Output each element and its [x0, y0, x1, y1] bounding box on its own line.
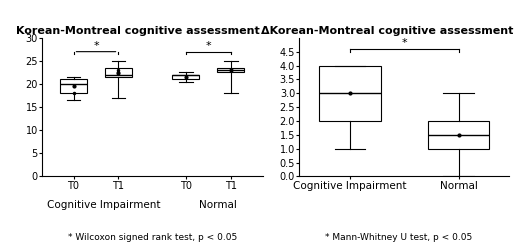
PathPatch shape	[173, 75, 200, 79]
Text: Normal: Normal	[200, 200, 237, 210]
Text: *: *	[206, 41, 211, 51]
Text: * Mann-Whitney U test, p < 0.05: * Mann-Whitney U test, p < 0.05	[326, 233, 472, 242]
Text: Korean-Montreal cognitive assessment: Korean-Montreal cognitive assessment	[16, 26, 259, 36]
PathPatch shape	[60, 79, 87, 93]
Text: ΔKorean-Montreal cognitive assessment: ΔKorean-Montreal cognitive assessment	[261, 26, 514, 36]
Text: * Wilcoxon signed rank test, p < 0.05: * Wilcoxon signed rank test, p < 0.05	[68, 233, 237, 242]
Text: *: *	[402, 38, 407, 47]
PathPatch shape	[217, 68, 245, 73]
Text: Cognitive Impairment: Cognitive Impairment	[47, 200, 161, 210]
PathPatch shape	[428, 121, 489, 149]
PathPatch shape	[105, 68, 132, 77]
PathPatch shape	[319, 66, 381, 121]
Text: *: *	[93, 41, 99, 51]
